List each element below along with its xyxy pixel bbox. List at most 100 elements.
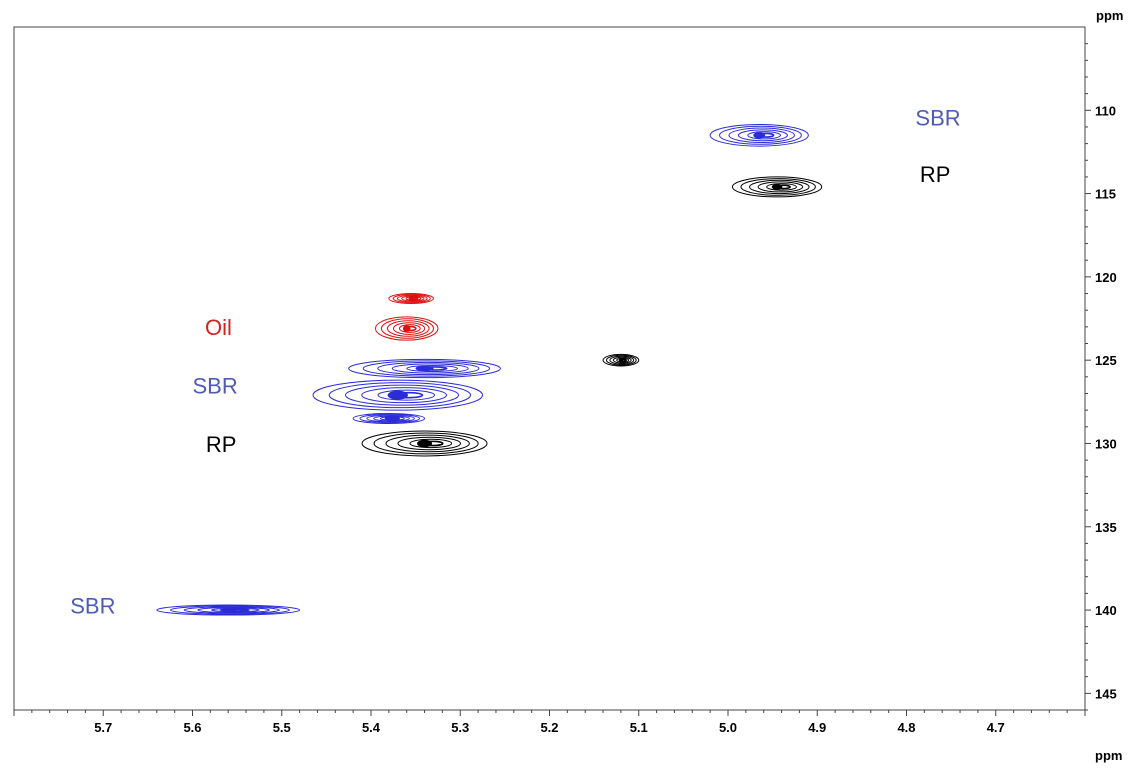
contour-level: [312, 379, 484, 411]
y-unit-label: ppm: [1096, 8, 1123, 23]
contour-peak-rp: [602, 353, 640, 367]
x-tick-label: 4.8: [897, 720, 915, 735]
contour-level: [361, 387, 448, 404]
plot-frame: [13, 26, 1086, 711]
x-tick-label: 5.3: [451, 720, 469, 735]
peak-label-sbr: SBR: [193, 373, 238, 398]
contour-level: [757, 181, 804, 193]
contour-level: [616, 357, 630, 363]
x-tick-label: 5.2: [540, 720, 558, 735]
contour-peak-rp: [731, 176, 823, 198]
contour-level: [328, 382, 472, 409]
y-axis: 110 115 120 125 130 135 140 145: [1084, 27, 1117, 711]
contour-peak-sbr: [709, 123, 809, 147]
contour-level: [183, 606, 280, 614]
y-tick-label: 130: [1095, 436, 1117, 451]
y-tick-label: 135: [1095, 520, 1117, 535]
y-tick-label: 115: [1095, 187, 1116, 202]
contour-level: [373, 415, 410, 422]
contour-core: [618, 358, 624, 362]
x-tick-label: 5.6: [183, 720, 201, 735]
y-tick-label: 110: [1095, 103, 1116, 118]
contour-level: [391, 363, 469, 374]
contour-peak-sbr: [156, 604, 301, 616]
contour-level: [397, 436, 461, 451]
contour-level: [612, 356, 632, 364]
contour-level: [409, 438, 453, 449]
y-tick-label: 140: [1095, 603, 1117, 618]
contour-level: [352, 412, 426, 424]
contour-peak-oil: [388, 293, 434, 305]
contour-level: [366, 414, 415, 423]
contour-peak-sbr: [348, 358, 501, 379]
contour-peak-oil: [374, 316, 439, 341]
contour-level: [348, 358, 501, 379]
contour-level: [380, 416, 405, 421]
peak-label-rp: RP: [206, 432, 237, 457]
x-tick-label: 5.0: [719, 720, 737, 735]
contour-level: [344, 384, 460, 406]
contour-level: [401, 295, 425, 302]
contour-core: [402, 325, 411, 333]
contour-peak-sbr: [312, 379, 484, 411]
contour-level: [605, 354, 637, 366]
contour-level: [211, 607, 260, 613]
contour-level: [388, 293, 434, 305]
x-tick-label: 5.7: [94, 720, 112, 735]
contour-level: [392, 322, 426, 335]
contour-level: [747, 131, 782, 140]
contour-core: [771, 183, 783, 190]
x-unit-label: ppm: [1095, 748, 1122, 763]
contour-level: [405, 296, 422, 301]
contour-level: [398, 324, 421, 333]
contour-level: [609, 355, 635, 365]
contour-level: [406, 364, 458, 373]
y-tick-label: 120: [1095, 270, 1117, 285]
contour-level: [373, 432, 479, 455]
contour-level: [749, 179, 810, 195]
x-tick-label: 5.1: [630, 720, 648, 735]
peak-annotations: SBR RP Oil SBR RP SBR: [70, 105, 960, 618]
contour-level: [374, 316, 439, 341]
contour-level: [740, 178, 816, 196]
contour-level: [719, 125, 802, 145]
contour-level: [396, 294, 428, 303]
contour-level: [392, 293, 431, 304]
y-tick-label: 145: [1095, 686, 1117, 701]
contour-level: [362, 360, 491, 377]
contour-level: [386, 320, 430, 337]
contour-core: [417, 439, 433, 448]
contour-core: [384, 416, 394, 420]
contour-level: [169, 605, 290, 615]
x-axis: 5.7 5.6 5.5 5.4 5.3 5.2 5.1 5.0 4.9 4.8 4.7: [13, 709, 1086, 735]
contour-level: [766, 183, 797, 191]
x-tick-label: 4.7: [987, 720, 1005, 735]
contour-core: [753, 132, 766, 139]
contour-level: [377, 389, 436, 401]
contour-peak-sbr: [352, 412, 426, 424]
contour-core: [408, 297, 414, 301]
x-tick-label: 4.9: [808, 720, 826, 735]
contour-level: [156, 604, 301, 616]
y-tick-label: 125: [1095, 353, 1117, 368]
contour-level: [731, 176, 823, 198]
peak-label-oil: Oil: [205, 315, 232, 340]
contour-peak-rp: [361, 430, 488, 457]
contour-level: [728, 127, 795, 143]
contour-level: [197, 607, 270, 614]
contour-core: [219, 608, 237, 612]
contour-level: [385, 434, 470, 453]
contour-core: [387, 390, 408, 400]
peak-label-rp: RP: [920, 162, 951, 187]
x-tick-label: 5.4: [362, 720, 381, 735]
contour-core: [415, 365, 434, 372]
contour-level: [709, 123, 809, 147]
peak-label-sbr: SBR: [915, 105, 960, 130]
contour-peaks: [156, 123, 823, 616]
x-tick-label: 5.5: [273, 720, 291, 735]
contour-level: [737, 129, 788, 142]
peak-label-sbr: SBR: [70, 593, 115, 618]
contour-level: [380, 318, 435, 339]
